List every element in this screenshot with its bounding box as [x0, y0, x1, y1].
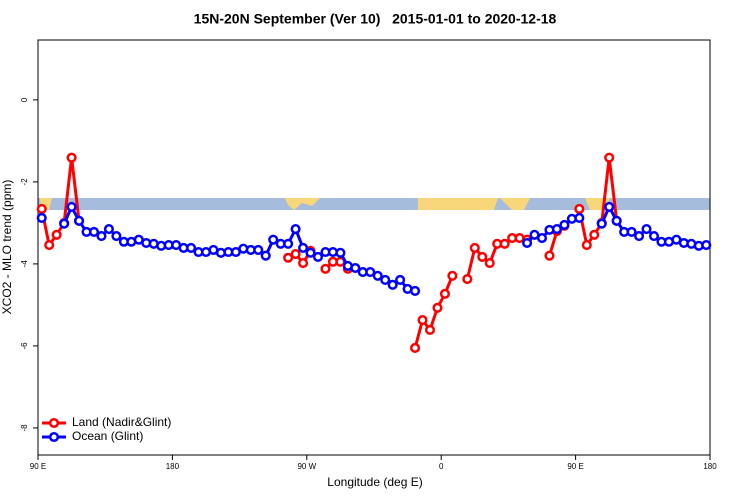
legend-label: Ocean (Glint) [72, 429, 143, 443]
x-tick-label: 90 E [30, 462, 46, 471]
legend-label: Land (Nadir&Glint) [72, 415, 171, 429]
y-tick-label: -4 [20, 260, 29, 268]
data-point [305, 247, 316, 258]
data-point [283, 252, 294, 263]
data-point [626, 226, 637, 237]
data-point [253, 244, 264, 256]
data-point [111, 230, 122, 242]
data-point [298, 242, 309, 253]
data-point [439, 288, 450, 299]
data-point [447, 270, 458, 281]
data-point [499, 238, 510, 249]
data-point [424, 324, 436, 335]
data-point [312, 251, 324, 262]
y-tick-label: -2 [20, 178, 29, 186]
data-point [544, 250, 555, 261]
data-point [320, 263, 331, 274]
x-tick-label: 180 [166, 462, 180, 471]
data-point [298, 258, 309, 269]
data-point [589, 229, 600, 240]
data-point [51, 229, 62, 240]
plot-frame [37, 39, 711, 456]
data-point [290, 249, 301, 260]
y-axis-label: XCO2 - MLO trend (ppm) [0, 180, 14, 315]
y-tick-label: 0 [20, 97, 29, 102]
data-point [66, 201, 77, 212]
y-tick-label: -6 [20, 342, 29, 350]
data-point [641, 223, 652, 235]
data-point [283, 238, 294, 249]
data-point [44, 239, 55, 251]
x-tick-label: 180 [703, 462, 717, 471]
data-point [604, 152, 615, 163]
data-point [551, 223, 562, 235]
data-point [574, 212, 585, 224]
data-point [74, 215, 85, 226]
data-point [268, 234, 279, 245]
chart-title: 15N-20N September (Ver 10) 2015-01-01 to… [194, 11, 557, 27]
data-point [634, 230, 645, 242]
data-point [417, 315, 428, 326]
data-point [611, 215, 622, 226]
data-point [604, 201, 615, 212]
data-point [88, 226, 100, 237]
data-point [462, 274, 473, 285]
data-point [477, 251, 488, 262]
legend-marker [48, 417, 60, 429]
data-point [469, 242, 480, 253]
x-tick-label: 0 [439, 462, 444, 471]
data-point [410, 342, 421, 354]
data-point [395, 274, 406, 285]
data-point [260, 250, 271, 261]
x-axis-label: Longitude (deg E) [327, 475, 422, 489]
data-point [581, 239, 592, 251]
data-point [387, 279, 398, 290]
data-point [574, 203, 585, 215]
series [36, 201, 712, 297]
data-point [559, 219, 570, 230]
data-point [103, 223, 114, 235]
ocean-band [38, 198, 710, 210]
data-point [410, 285, 421, 297]
x-tick-label: 90 E [567, 462, 583, 471]
data-point [380, 274, 391, 285]
y-tick-label: -8 [20, 424, 29, 432]
data-point [66, 152, 77, 163]
data-point [522, 237, 533, 249]
data-point [484, 258, 495, 269]
data-point [96, 230, 107, 242]
data-point [350, 262, 361, 274]
data-point [372, 270, 383, 281]
data-point [536, 233, 548, 244]
data-point [648, 230, 660, 242]
data-point [186, 242, 197, 253]
data-point [36, 212, 47, 224]
data-point [701, 239, 712, 251]
data-point [596, 218, 607, 229]
x-tick-label: 90 W [297, 462, 316, 471]
data-point [365, 267, 376, 278]
map-strip [38, 198, 710, 210]
data-point [290, 223, 301, 235]
data-point [335, 247, 346, 258]
legend-marker [48, 431, 60, 443]
data-point [59, 218, 70, 229]
land-shapes [40, 198, 610, 210]
data-point [36, 203, 47, 215]
data-point [432, 302, 443, 313]
